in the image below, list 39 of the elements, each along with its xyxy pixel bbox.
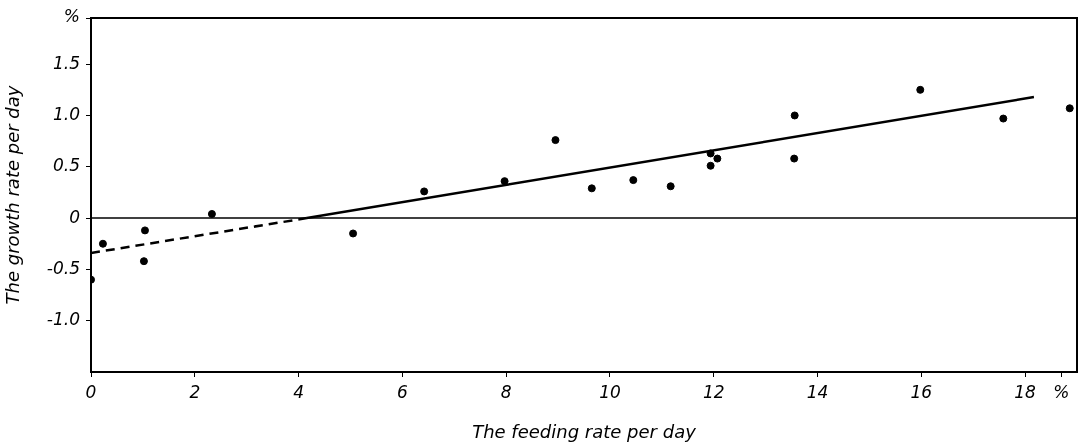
point <box>666 182 675 191</box>
point <box>140 226 149 235</box>
point <box>706 149 715 158</box>
point <box>629 176 638 185</box>
point <box>420 187 429 196</box>
point <box>713 154 722 163</box>
point <box>916 85 925 94</box>
point <box>207 209 216 218</box>
x-tick-label: 2 <box>189 381 201 402</box>
y-tick-label: 1.5 <box>52 52 80 73</box>
x-tick-label: % <box>1053 381 1070 402</box>
x-tick-label: 14 <box>806 381 829 402</box>
y-tick-label: 1.0 <box>52 103 80 124</box>
y-tick-label: % <box>63 6 80 27</box>
point <box>349 229 358 238</box>
y-tick-label: 0 <box>69 206 80 227</box>
x-tick-label: 8 <box>500 381 512 402</box>
x-tick-label: 10 <box>599 381 621 402</box>
y-tick-label: -1.0 <box>46 309 80 330</box>
y-tick-label: -0.5 <box>46 257 80 278</box>
y-axis-title: The growth rate per day <box>2 85 24 305</box>
point <box>706 161 715 170</box>
x-tick-label: 18 <box>1014 381 1037 402</box>
point <box>999 114 1008 123</box>
x-tick-label: 16 <box>910 381 933 402</box>
x-tick-label: 4 <box>293 381 304 402</box>
point <box>587 184 596 193</box>
y-tick-label: 0.5 <box>52 155 80 176</box>
point <box>790 154 799 163</box>
x-tick-label: 12 <box>702 381 725 402</box>
point <box>139 257 148 266</box>
point <box>551 136 560 145</box>
x-tick-label: 6 <box>396 381 408 402</box>
point <box>1065 104 1074 113</box>
point <box>790 111 799 120</box>
point <box>98 239 107 248</box>
point <box>500 177 509 186</box>
x-axis-title: The feeding rate per day <box>472 420 697 442</box>
x-tick-label: 0 <box>85 381 97 402</box>
